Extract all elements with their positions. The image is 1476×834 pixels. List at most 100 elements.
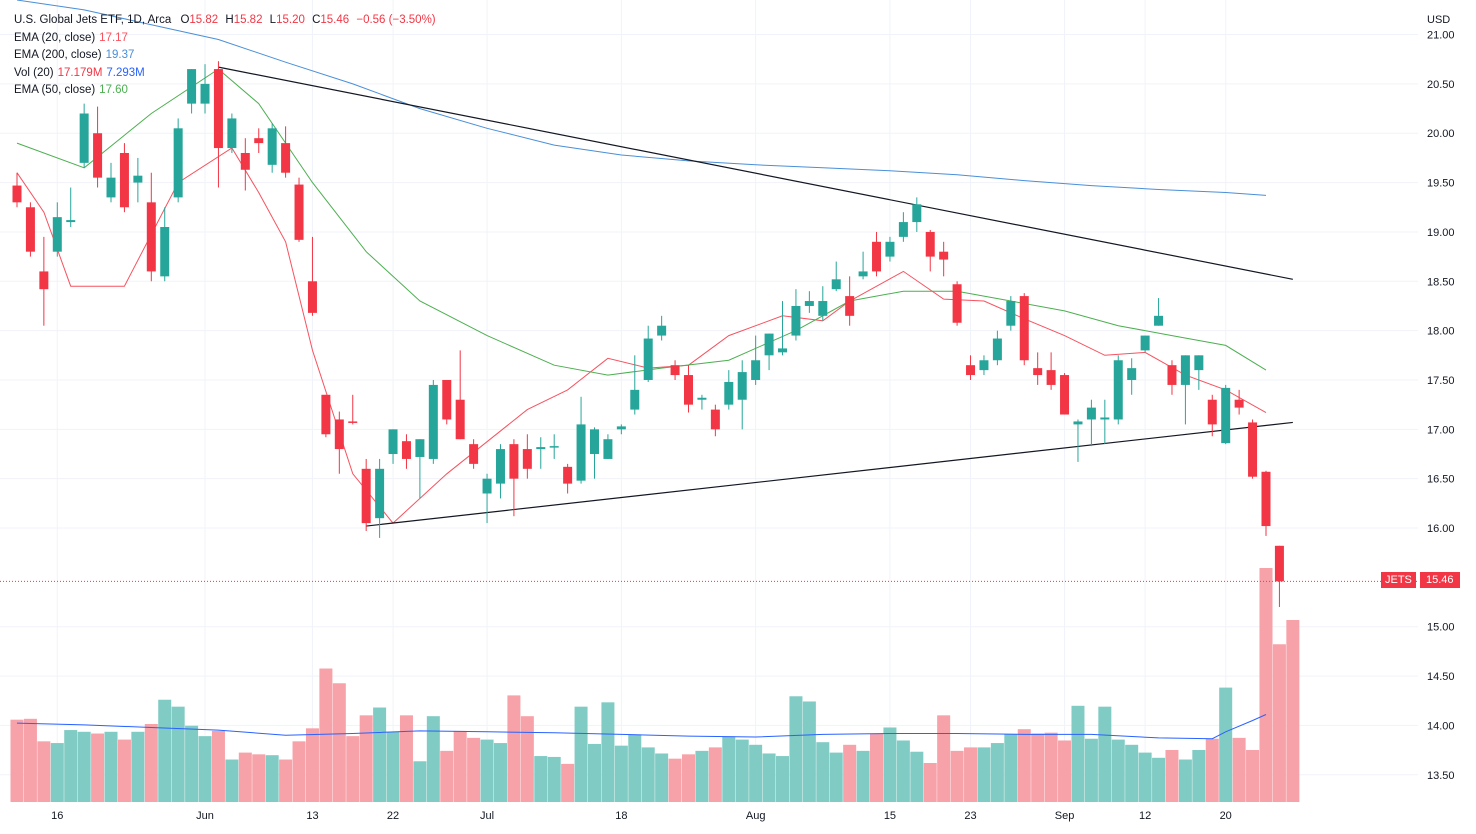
volume-bar — [534, 756, 548, 802]
candle — [12, 172, 22, 208]
volume-bar — [1031, 733, 1045, 802]
candle — [160, 207, 170, 282]
candle — [670, 360, 680, 380]
volume-bar — [896, 740, 910, 802]
candle-body — [643, 338, 653, 380]
volume-bar — [332, 683, 346, 802]
candle-body — [281, 143, 291, 173]
candle-body — [952, 284, 962, 323]
candle — [482, 473, 492, 524]
time-tick-label: 23 — [964, 810, 976, 822]
candle — [845, 276, 855, 326]
price-tick-label: 17.50 — [1427, 375, 1455, 387]
candle-body — [428, 384, 438, 459]
candle — [603, 434, 613, 459]
candle — [1140, 335, 1150, 353]
volume-bar — [158, 699, 172, 802]
candle — [361, 458, 371, 531]
candle — [1154, 298, 1164, 326]
volume-bar — [507, 695, 521, 802]
candle — [281, 126, 291, 178]
volume-bar — [413, 761, 427, 802]
volume-bar — [144, 724, 158, 802]
candle-body — [1180, 355, 1190, 385]
candle — [200, 64, 210, 114]
legend-volume[interactable]: Vol (20) 17.179M 7.293M — [14, 65, 436, 83]
candle — [455, 350, 465, 440]
candle — [334, 411, 344, 474]
candle-body — [1073, 421, 1083, 425]
legend-ema200[interactable]: EMA (200, close) 19.37 — [14, 47, 436, 65]
candle-body — [401, 441, 411, 459]
candle-body — [818, 301, 828, 316]
volume-bar — [77, 731, 91, 802]
volume-bar — [1192, 750, 1206, 802]
candle-body — [455, 399, 465, 440]
candle-body — [146, 202, 156, 272]
candle — [495, 444, 505, 499]
candle — [710, 404, 720, 437]
volume-bar — [937, 715, 951, 802]
vol-value: 17.179M — [57, 66, 103, 79]
candle — [375, 458, 385, 538]
candle — [898, 212, 908, 242]
volume-bar — [198, 736, 212, 802]
volume-bar — [279, 759, 293, 802]
trendline-upper — [218, 66, 1293, 280]
candle-body — [348, 421, 358, 423]
vol-ma-value: 7.293M — [106, 66, 145, 79]
series-line-ema-200-close- — [16, 0, 1267, 196]
candle — [872, 231, 882, 277]
price-tick-label: 21.00 — [1427, 30, 1455, 42]
candle-body — [321, 394, 331, 435]
legend-ema20[interactable]: EMA (20, close) 17.17 — [14, 30, 436, 48]
candle — [254, 128, 264, 153]
candle-body — [1154, 315, 1164, 326]
close-value: 15.46 — [320, 14, 350, 26]
volume-bar — [292, 741, 306, 802]
candle-body — [925, 231, 935, 257]
candle — [925, 229, 935, 272]
candle — [1019, 293, 1029, 366]
time-tick-label: 16 — [51, 810, 63, 822]
ema20-label: EMA (20, close) — [14, 31, 96, 44]
candle-body — [1100, 417, 1110, 420]
volume-bar — [843, 744, 857, 802]
candle — [509, 439, 519, 517]
volume-bar — [1219, 687, 1233, 802]
candle-body — [106, 177, 116, 198]
volume-bar — [1246, 750, 1260, 802]
price-axis: USD 21.00 20.50 20.00 19.50 19.00 18.50 18.00 17… — [1427, 14, 1455, 782]
price-tick-label: 17.00 — [1427, 424, 1455, 436]
volume-bar — [171, 706, 185, 802]
volume-bar — [440, 750, 454, 802]
volume-bar — [695, 750, 709, 802]
candle-body — [1006, 301, 1016, 326]
candle — [992, 330, 1002, 366]
time-tick-label: 18 — [615, 810, 627, 822]
candle-body — [791, 305, 801, 336]
time-tick-label: 15 — [884, 810, 896, 822]
symbol-price-tag: JETS — [1381, 572, 1416, 589]
candle — [307, 236, 317, 316]
candle — [1248, 419, 1258, 479]
candle-body — [1086, 407, 1096, 420]
candle-body — [576, 424, 586, 481]
price-tick-label: 18.00 — [1427, 326, 1455, 338]
candle — [1060, 373, 1070, 415]
symbol-title[interactable]: U.S. Global Jets ETF, 1D, Arca — [14, 14, 172, 26]
candle-body — [536, 447, 546, 450]
volume-bar — [493, 743, 507, 802]
candle-body — [39, 271, 49, 290]
legend-ema50[interactable]: EMA (50, close) 17.60 — [14, 82, 436, 100]
candle — [522, 434, 532, 479]
volume-bar — [762, 753, 776, 802]
candle-body — [482, 478, 492, 494]
candles — [12, 61, 1284, 607]
candle — [831, 261, 841, 292]
time-tick-label: 12 — [1139, 810, 1151, 822]
candle-body — [1060, 375, 1070, 415]
candle — [885, 236, 895, 262]
candle — [1006, 296, 1016, 331]
